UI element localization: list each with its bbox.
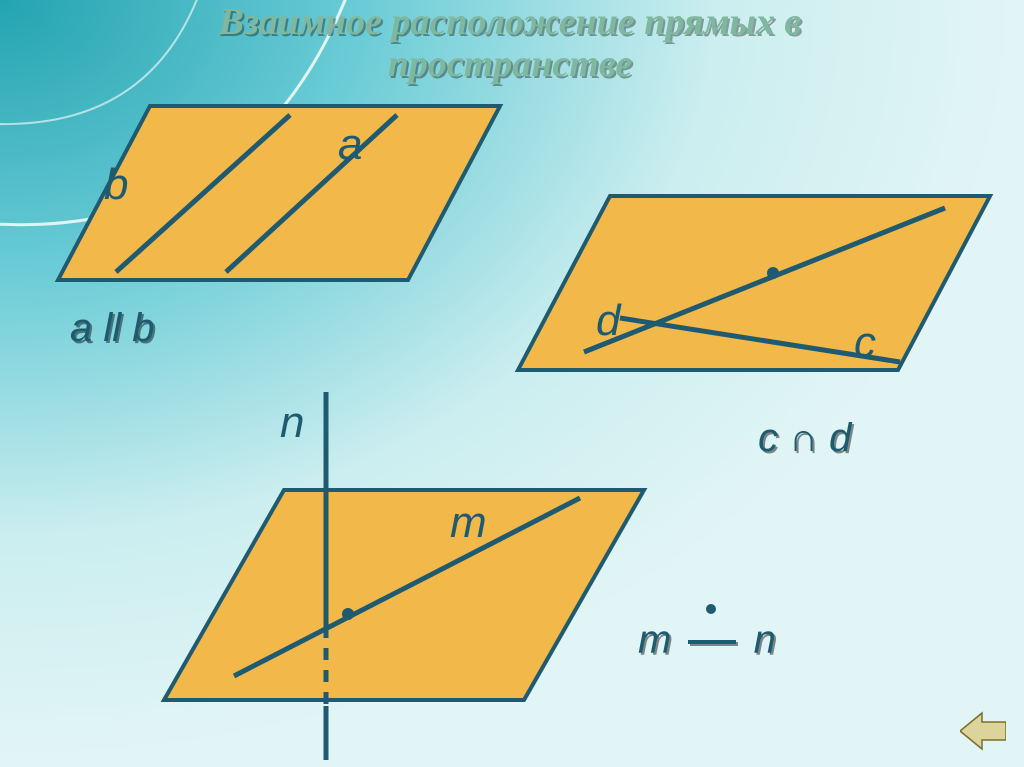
diagram-parallel	[58, 106, 500, 280]
diagrams-layer	[0, 0, 1024, 767]
plane-mn	[164, 490, 644, 700]
skew-pierce-point	[342, 608, 354, 620]
diagram-intersect	[518, 196, 990, 370]
back-arrow-icon	[960, 711, 1006, 751]
intersection-point	[767, 267, 779, 279]
slide-stage: Взаимное расположение прямых в пространс…	[0, 0, 1024, 767]
diagram-skew	[164, 392, 644, 760]
back-nav-button[interactable]	[960, 711, 1006, 751]
plane-ab	[58, 106, 500, 280]
